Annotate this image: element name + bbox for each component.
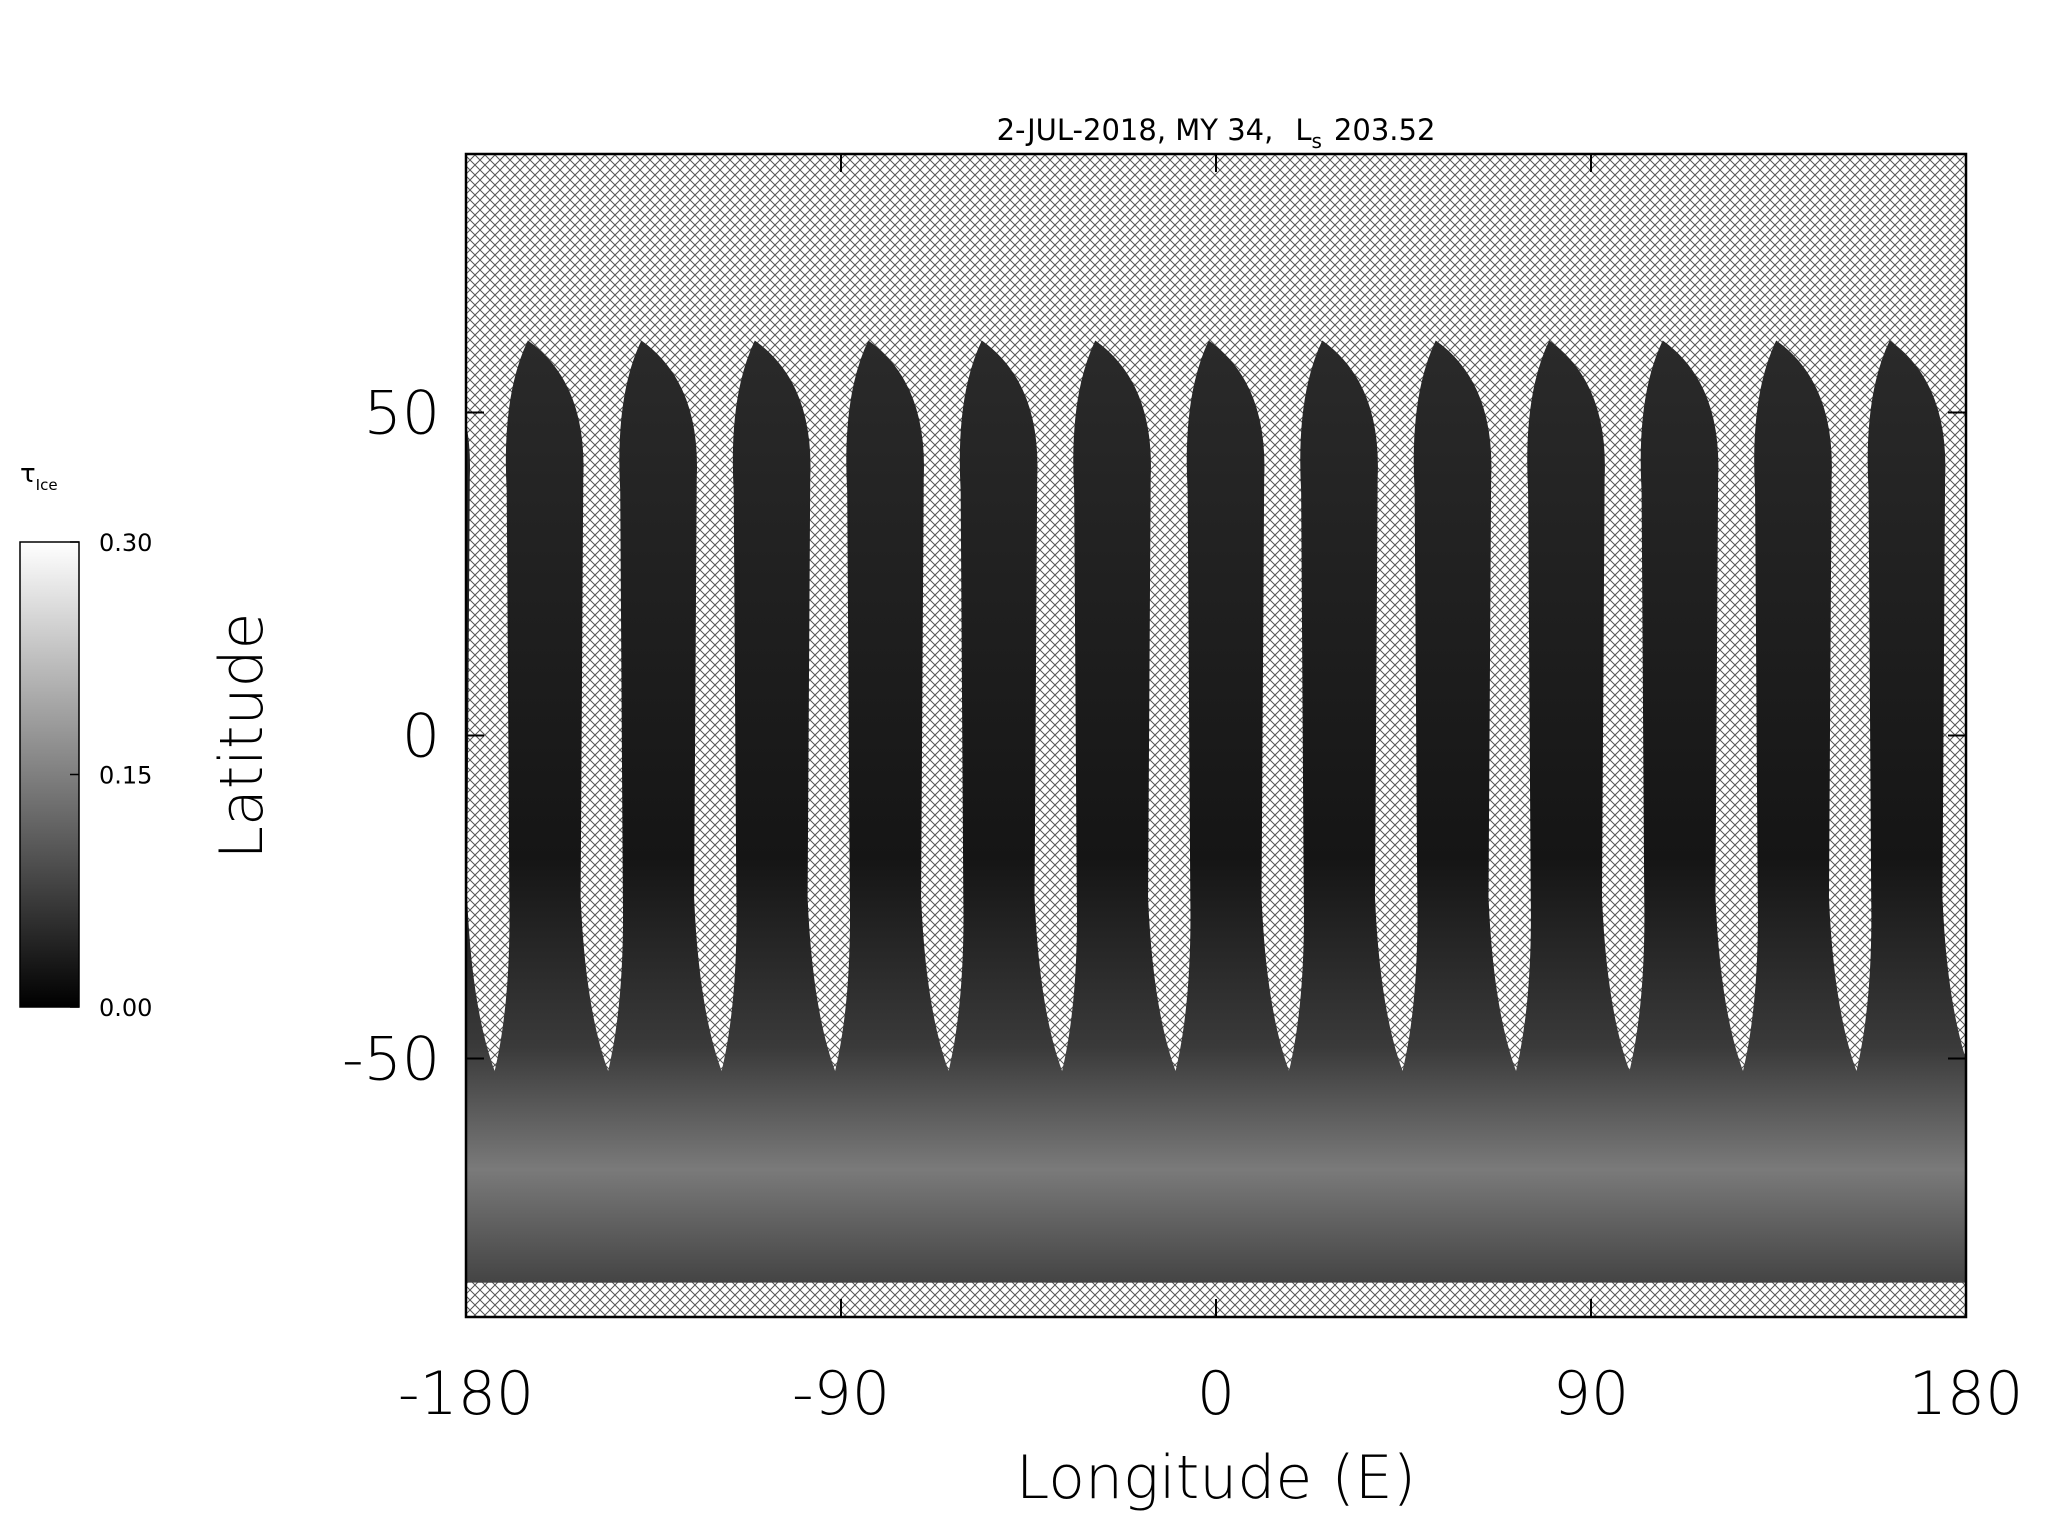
colorbar-tick-label: 0.30	[99, 529, 152, 557]
colorbar-subscript: Ice	[36, 476, 58, 494]
swath	[1834, 340, 1966, 1283]
observation-strips	[466, 340, 1966, 1283]
swath	[1380, 340, 1547, 1283]
colorbar-symbol: τ	[20, 459, 36, 489]
swath	[1039, 340, 1207, 1283]
colorbar	[19, 541, 80, 1008]
y-axis-label: Latitude	[207, 613, 277, 860]
x-tick-label: -180	[398, 1359, 534, 1429]
x-tick-label: 90	[1553, 1359, 1629, 1429]
swath	[585, 340, 753, 1283]
title-main: 2-JUL-2018, MY 34,	[997, 113, 1274, 147]
swath	[926, 340, 1093, 1283]
colorbar-tick-label: 0.15	[99, 762, 152, 790]
y-tick-label: 0	[402, 702, 440, 772]
title-symbol: L	[1295, 113, 1311, 147]
x-tick-label: 180	[1909, 1359, 2024, 1429]
chart-title: 2-JUL-2018, MY 34, Ls 203.52	[997, 113, 1436, 153]
title-value: 203.52	[1334, 113, 1435, 147]
swath	[1493, 340, 1661, 1283]
swath	[1266, 340, 1434, 1283]
swath	[1607, 340, 1774, 1283]
swath	[812, 340, 980, 1283]
x-axis-label: Longitude (E)	[1016, 1443, 1416, 1513]
swath	[699, 340, 866, 1283]
x-tick-label: -90	[792, 1359, 890, 1429]
swath	[1153, 340, 1320, 1283]
swath	[1947, 1086, 1966, 1283]
colorbar-tick-label: 0.00	[99, 994, 152, 1022]
x-tick-label: 0	[1197, 1359, 1235, 1429]
colorbar-label: τIce	[20, 459, 58, 494]
swath	[466, 423, 526, 1283]
y-tick-label: 50	[364, 378, 440, 448]
title-subscript: s	[1312, 129, 1322, 153]
swath	[1720, 340, 1888, 1283]
y-tick-label: -50	[342, 1025, 440, 1095]
swath	[472, 340, 639, 1283]
